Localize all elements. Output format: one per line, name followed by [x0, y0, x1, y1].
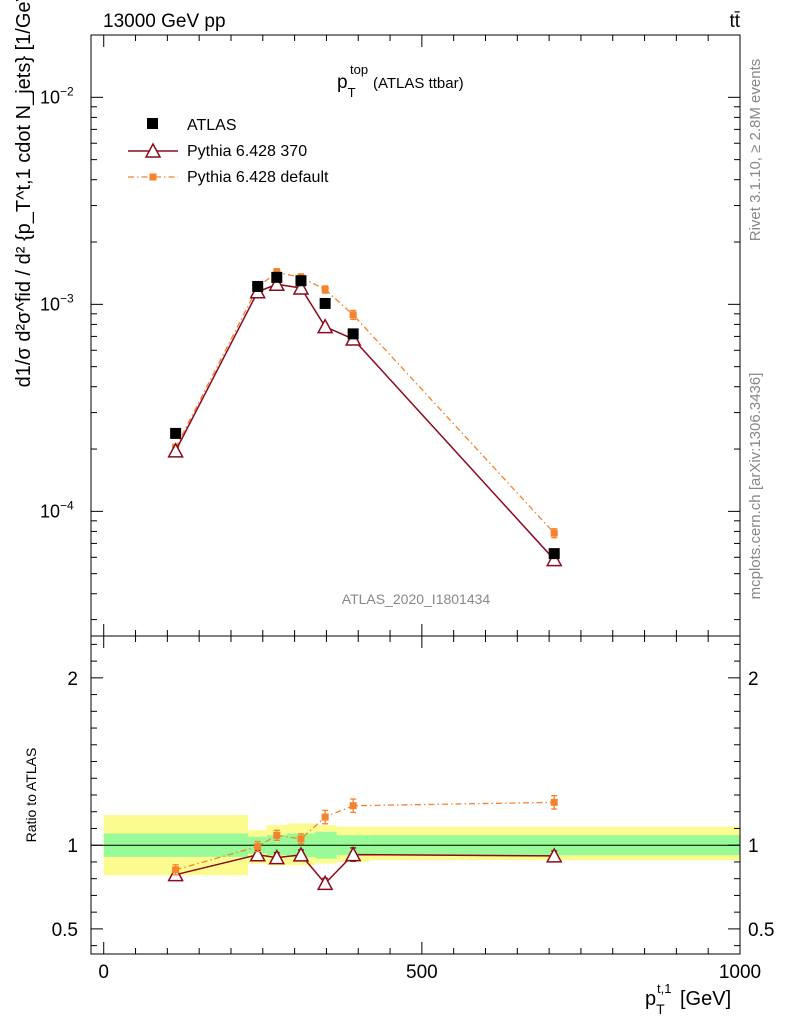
- x-tick-label: 1000: [719, 962, 761, 983]
- legend-label-pythia-370: Pythia 6.428 370: [187, 143, 307, 160]
- x-axis-label-sub: T: [656, 1001, 665, 1017]
- plot-title-sup: top: [350, 62, 368, 77]
- main-panel: 10−410−310−2 pT top (ATLAS ttbar) ATLAS_…: [13, 0, 741, 637]
- main-point-atlas: [548, 548, 560, 560]
- ratio-point-pythia-6-428-370: [268, 849, 286, 865]
- main-point-pythia-6-428-370: [167, 442, 184, 458]
- ratio-point-pythia-6-428-default: [254, 843, 262, 851]
- ratio-panel: 0.5 0.5 1 1 2 2 0 500 1000 Ratio to ATLAS pT t,…: [23, 635, 774, 1017]
- main-y-axis-label: d1/σ d²σ^fid / d² {p_T^t,1 cdot N_jets} …: [13, 0, 35, 387]
- main-point-atlas: [295, 275, 307, 287]
- main-point-atlas: [319, 297, 331, 309]
- ratio-point-pythia-6-428-default: [273, 831, 281, 839]
- x-axis-label-sup: t,1: [657, 981, 671, 996]
- ratio-point-pythia-6-428-370: [292, 846, 310, 862]
- ratio-point-pythia-6-428-default: [550, 798, 558, 806]
- x-tick-label: 500: [406, 962, 438, 983]
- main-point-pythia-6-428-default: [550, 529, 558, 537]
- ratio-frame: [90, 635, 741, 955]
- ratio-y-tick-label-right: 2: [748, 669, 759, 690]
- ratio-point-pythia-6-428-370: [344, 846, 362, 862]
- legend-label-atlas: ATLAS: [187, 117, 237, 134]
- legend: ATLAS Pythia 6.428 370 Pythia 6.428 defa…: [128, 117, 329, 186]
- legend-marker-atlas: [147, 118, 158, 129]
- ratio-point-pythia-6-428-default: [349, 802, 357, 810]
- ratio-point-pythia-6-428-370: [545, 847, 563, 863]
- main-line-pythia-6-428-370: [174, 283, 555, 561]
- source-label: mcplots.cern.ch [arXiv:1306.3436]: [747, 373, 764, 600]
- ratio-point-pythia-6-428-370: [249, 846, 266, 862]
- ratio-point-pythia-6-428-370: [316, 874, 334, 891]
- ratio-point-pythia-6-428-default: [172, 866, 180, 874]
- analysis-label: ATLAS_2020_I1801434: [342, 591, 491, 607]
- main-series-pythia-6-428-370: [167, 275, 563, 567]
- ratio-y-tick-label: 2: [67, 669, 78, 690]
- x-axis-label-suffix: [GeV]: [680, 988, 731, 1010]
- svg-text:Ratio to ATLAS: Ratio to ATLAS: [23, 748, 39, 843]
- plot-title: pT: [337, 72, 356, 100]
- ratio-y-axis-label: Ratio to ATLAS: [23, 748, 39, 843]
- svg-text:d1/σ d²σ^fid / d² {p_T^t,1 cdo: d1/σ d²σ^fid / d² {p_T^t,1 cdot N_jets} …: [13, 0, 35, 387]
- main-point-pythia-6-428-370: [316, 318, 334, 334]
- plot-title-sub: T: [348, 85, 356, 100]
- energy-label: 13000 GeV pp: [103, 11, 226, 32]
- main-point-pythia-6-428-370: [292, 279, 310, 295]
- main-series-pythia-6-428-default: [172, 268, 558, 539]
- main-point-pythia-6-428-370: [268, 275, 286, 292]
- plot-title-suffix: (ATLAS ttbar): [373, 75, 464, 92]
- main-point-atlas: [271, 271, 283, 283]
- ratio-point-pythia-6-428-default: [321, 813, 329, 821]
- main-y-tick-label-exp: −4: [60, 498, 74, 512]
- rivet-label: Rivet 3.1.10, ≥ 2.8M events: [747, 59, 764, 242]
- x-axis-label-main: p: [645, 988, 656, 1010]
- x-axis-label: pT: [645, 988, 665, 1017]
- main-y-tick-label: 10: [40, 501, 60, 521]
- ratio-y-tick-label: 0.5: [52, 920, 78, 941]
- main-point-atlas: [347, 328, 359, 340]
- legend-label-pythia-default: Pythia 6.428 default: [187, 169, 329, 186]
- main-series-atlas: [170, 271, 560, 560]
- ratio-y-tick-label-right: 1: [748, 836, 759, 857]
- main-y-tick-label-exp: −2: [60, 84, 74, 98]
- main-point-atlas: [170, 427, 182, 439]
- legend-marker-pythia-370: [144, 142, 162, 158]
- plot-title-main: p: [337, 72, 348, 93]
- main-y-tick-label-exp: −3: [60, 291, 74, 305]
- ratio-y-tick-label: 1: [67, 836, 78, 857]
- main-point-pythia-6-428-default: [349, 311, 357, 319]
- main-point-pythia-6-428-default: [321, 285, 329, 293]
- x-tick-label: 0: [98, 962, 109, 983]
- ratio-point-pythia-6-428-default: [297, 835, 305, 843]
- main-line-pythia-6-428-default: [175, 271, 555, 534]
- legend-marker-pythia-default: [149, 173, 157, 181]
- main-y-tick-label: 10: [40, 87, 60, 107]
- main-y-tick-label: 10: [40, 294, 60, 314]
- ratio-y-tick-label-right: 0.5: [748, 920, 774, 941]
- process-label: tt̄: [729, 11, 740, 32]
- ratio-series-pythia-6-428-default: [172, 795, 558, 876]
- main-point-atlas: [252, 280, 264, 292]
